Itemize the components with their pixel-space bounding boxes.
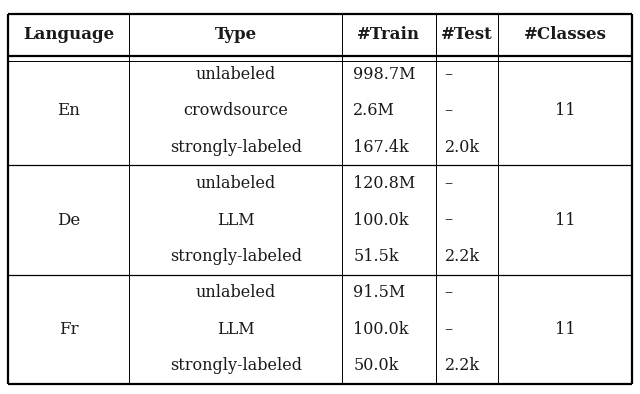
Text: En: En: [57, 102, 80, 119]
Text: 91.5M: 91.5M: [353, 284, 406, 301]
Text: strongly-labeled: strongly-labeled: [170, 357, 301, 374]
Text: 167.4k: 167.4k: [353, 139, 409, 156]
Text: Language: Language: [23, 26, 114, 43]
Text: 11: 11: [555, 321, 575, 338]
Text: –: –: [445, 175, 452, 192]
Text: –: –: [445, 321, 452, 338]
Text: #Test: #Test: [441, 26, 493, 43]
Text: #Train: #Train: [357, 26, 420, 43]
Text: unlabeled: unlabeled: [196, 175, 276, 192]
Text: 51.5k: 51.5k: [353, 248, 399, 265]
Text: –: –: [445, 284, 452, 301]
Text: crowdsource: crowdsource: [183, 102, 288, 119]
Text: –: –: [445, 212, 452, 229]
Text: LLM: LLM: [217, 212, 255, 229]
Text: 100.0k: 100.0k: [353, 212, 409, 229]
Text: 2.0k: 2.0k: [445, 139, 479, 156]
Text: strongly-labeled: strongly-labeled: [170, 248, 301, 265]
Text: 120.8M: 120.8M: [353, 175, 415, 192]
Text: 2.2k: 2.2k: [445, 357, 479, 374]
Text: –: –: [445, 102, 452, 119]
Text: 2.2k: 2.2k: [445, 248, 479, 265]
Text: #Classes: #Classes: [524, 26, 607, 43]
Text: 2.6M: 2.6M: [353, 102, 396, 119]
Text: 11: 11: [555, 212, 575, 229]
Text: 998.7M: 998.7M: [353, 66, 416, 83]
Text: 11: 11: [555, 102, 575, 119]
Text: 100.0k: 100.0k: [353, 321, 409, 338]
Text: unlabeled: unlabeled: [196, 66, 276, 83]
Text: 50.0k: 50.0k: [353, 357, 399, 374]
Text: –: –: [445, 66, 452, 83]
Text: Fr: Fr: [59, 321, 78, 338]
Text: unlabeled: unlabeled: [196, 284, 276, 301]
Text: Type: Type: [214, 26, 257, 43]
Text: strongly-labeled: strongly-labeled: [170, 139, 301, 156]
Text: De: De: [57, 212, 80, 229]
Text: LLM: LLM: [217, 321, 255, 338]
